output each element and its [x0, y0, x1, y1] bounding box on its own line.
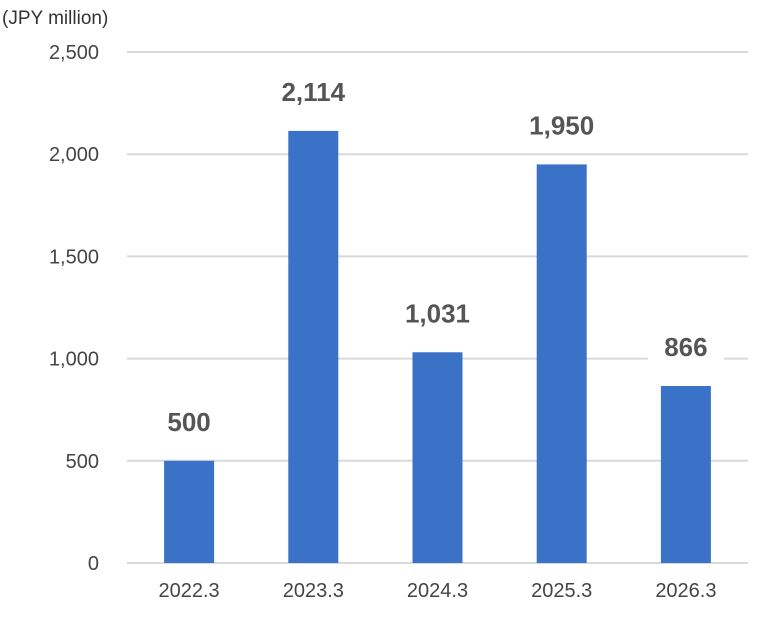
y-axis-ticks: 0 500 1,000 1,500 2,000 2,500	[49, 42, 99, 575]
data-label-background	[275, 76, 352, 109]
bar	[164, 460, 215, 563]
data-label-background	[523, 110, 600, 143]
data-label: 866	[664, 332, 707, 362]
data-label-background	[151, 406, 228, 439]
data-label: 1,950	[529, 110, 594, 140]
x-tick-label: 2024.3	[407, 580, 468, 602]
y-tick-label: 1,500	[49, 246, 99, 268]
bar	[288, 130, 339, 563]
data-label: 2,114	[281, 77, 345, 107]
data-labels: 500 2,114 1,031 1,950 866	[151, 76, 724, 439]
x-tick-label: 2025.3	[531, 580, 592, 602]
bars	[164, 130, 711, 564]
y-tick-label: 2,000	[49, 144, 99, 166]
data-label: 1,031	[405, 298, 470, 328]
x-tick-label: 2023.3	[283, 580, 344, 602]
data-label-background	[399, 298, 476, 331]
data-label: 500	[167, 407, 210, 437]
x-tick-label: 2022.3	[159, 580, 220, 602]
bar	[660, 385, 711, 563]
bar	[412, 352, 463, 563]
unit-label: (JPY million)	[2, 8, 108, 29]
x-axis-ticks: 2022.3 2023.3 2024.3 2025.3 2026.3	[159, 580, 717, 602]
x-tick-label: 2026.3	[655, 580, 716, 602]
bar	[536, 164, 587, 564]
y-tick-label: 500	[66, 451, 99, 473]
y-tick-label: 2,500	[49, 42, 99, 64]
y-tick-label: 1,000	[49, 349, 99, 371]
y-tick-label: 0	[88, 553, 99, 575]
data-label-background	[647, 331, 724, 364]
